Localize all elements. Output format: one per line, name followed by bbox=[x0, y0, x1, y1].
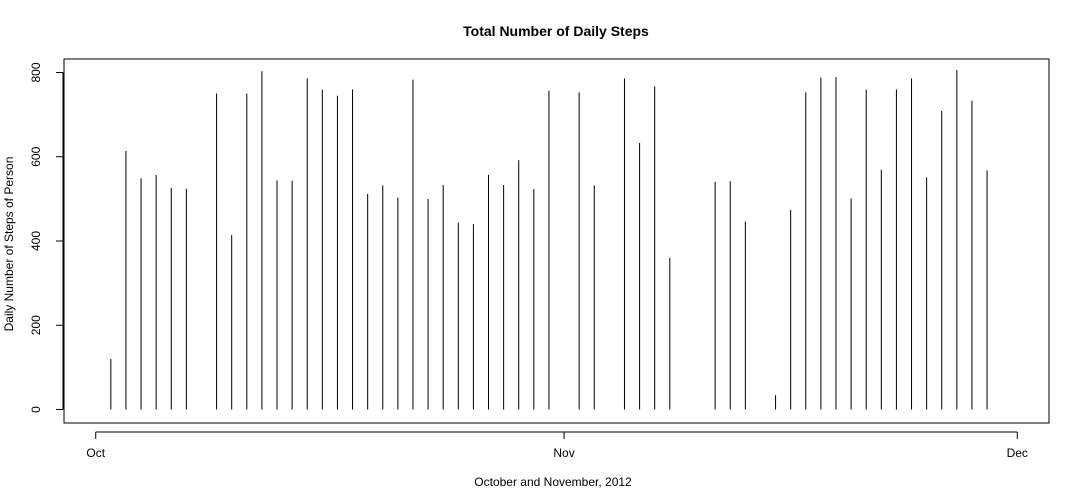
x-tick-label: Oct bbox=[86, 446, 105, 460]
y-tick-label: 0 bbox=[29, 406, 43, 413]
y-tick-label: 800 bbox=[29, 62, 43, 82]
y-tick-label: 200 bbox=[29, 315, 43, 335]
x-tick-label: Dec bbox=[1007, 446, 1028, 460]
y-tick-label: 400 bbox=[29, 231, 43, 251]
y-axis: 0 200 400 600 800 bbox=[29, 62, 64, 413]
x-axis: Oct Nov Dec bbox=[86, 431, 1028, 460]
x-axis-label: October and November, 2012 bbox=[474, 475, 632, 489]
y-tick-label: 600 bbox=[29, 146, 43, 166]
chart-title: Total Number of Daily Steps bbox=[463, 23, 649, 39]
bars-group bbox=[110, 69, 988, 410]
plot-frame bbox=[63, 58, 1050, 424]
y-axis-label: Daily Number of Steps of Person bbox=[2, 157, 16, 332]
x-tick-label: Nov bbox=[553, 446, 574, 460]
